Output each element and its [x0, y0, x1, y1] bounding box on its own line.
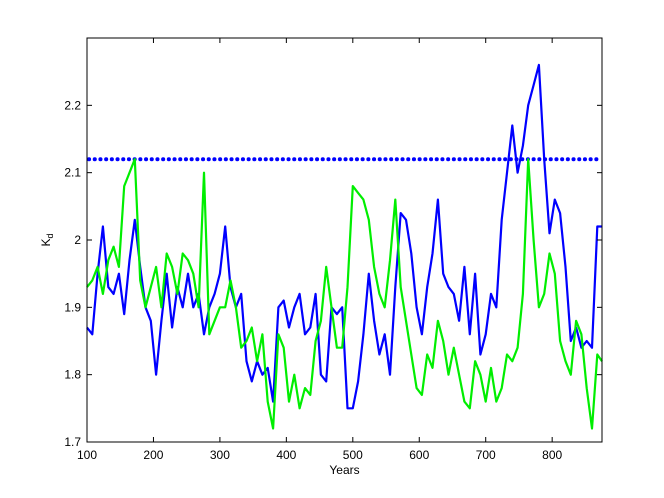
- y-tick-label: 2.1: [64, 166, 81, 180]
- x-tick-label: 300: [210, 448, 230, 462]
- y-tick-label: 1.9: [64, 300, 81, 314]
- y-axis-label: Kd: [39, 233, 55, 246]
- series-layer: [86, 63, 603, 430]
- x-axis-label: Years: [329, 463, 359, 477]
- tick-layer: 100 200 300 400 500 600 700 800 1.7 1.8 1.9 2 2.1 2.2: [64, 38, 602, 462]
- y-tick-label: 1.8: [64, 368, 81, 382]
- y-tick-label: 2: [74, 233, 81, 247]
- x-tick-label: 500: [343, 448, 363, 462]
- plot-area: [87, 38, 602, 442]
- series-line-1: [86, 63, 602, 410]
- x-tick-label: 100: [77, 448, 97, 462]
- x-tick-label: 400: [276, 448, 296, 462]
- x-tick-label: 200: [143, 448, 163, 462]
- x-tick-label: 800: [542, 448, 562, 462]
- y-axis-label-main: K: [39, 239, 53, 247]
- series-line-2: [86, 158, 603, 430]
- y-tick-label: 1.7: [64, 435, 81, 449]
- x-tick-label: 600: [409, 448, 429, 462]
- y-tick-label: 2.2: [64, 98, 81, 112]
- y-axis-label-subscript: d: [45, 233, 55, 238]
- x-tick-label: 700: [476, 448, 496, 462]
